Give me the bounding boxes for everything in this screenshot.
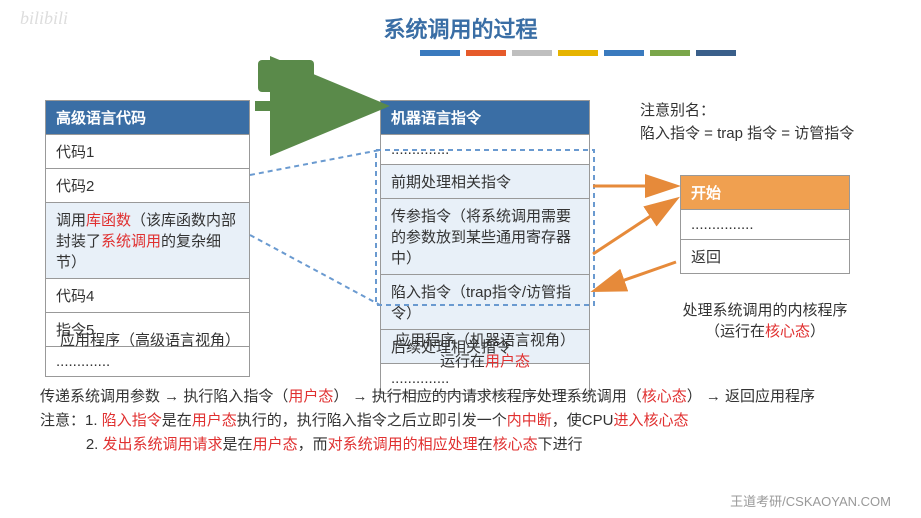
table-row-highlight: 传参指令（将系统调用需要的参数放到某些通用寄存器中） <box>381 198 589 274</box>
table-row-highlight: 陷入指令（trap指令/访管指令） <box>381 274 589 329</box>
table-row-highlight: 前期处理相关指令 <box>381 164 589 198</box>
compile-tag: 编译 <box>258 60 314 92</box>
decorative-color-bar <box>420 50 736 56</box>
footer-credit: 王道考研/CSKAOYAN.COM <box>730 491 891 510</box>
caption-mid: 应用程序（机器语言视角）运行在用户态 <box>370 330 600 372</box>
table-row: 代码4 <box>46 278 249 312</box>
kernel-table: 开始 ............... 返回 <box>680 175 850 274</box>
table-header: 高级语言代码 <box>46 101 249 134</box>
page-title: 系统调用的过程 <box>0 12 921 44</box>
table-header: 机器语言指令 <box>381 101 589 134</box>
table-row: .............. <box>381 134 589 164</box>
summary-text: 传递系统调用参数 → 执行陷入指令（用户态） → 执行相应的内请求核程序处理系统… <box>40 385 901 457</box>
table-row: 返回 <box>681 239 849 273</box>
note-aliases: 注意别名：陷入指令 = trap 指令 = 访管指令 <box>640 100 900 145</box>
table-row: 代码1 <box>46 134 249 168</box>
caption-left: 应用程序（高级语言视角） <box>45 330 255 351</box>
table-row: 代码2 <box>46 168 249 202</box>
caption-right: 处理系统调用的内核程序（运行在核心态） <box>680 300 850 342</box>
table-header: 开始 <box>681 176 849 209</box>
table-row-highlight: 调用库函数（该库函数内部封装了系统调用的复杂细节） <box>46 202 249 278</box>
table-row: ............... <box>681 209 849 239</box>
